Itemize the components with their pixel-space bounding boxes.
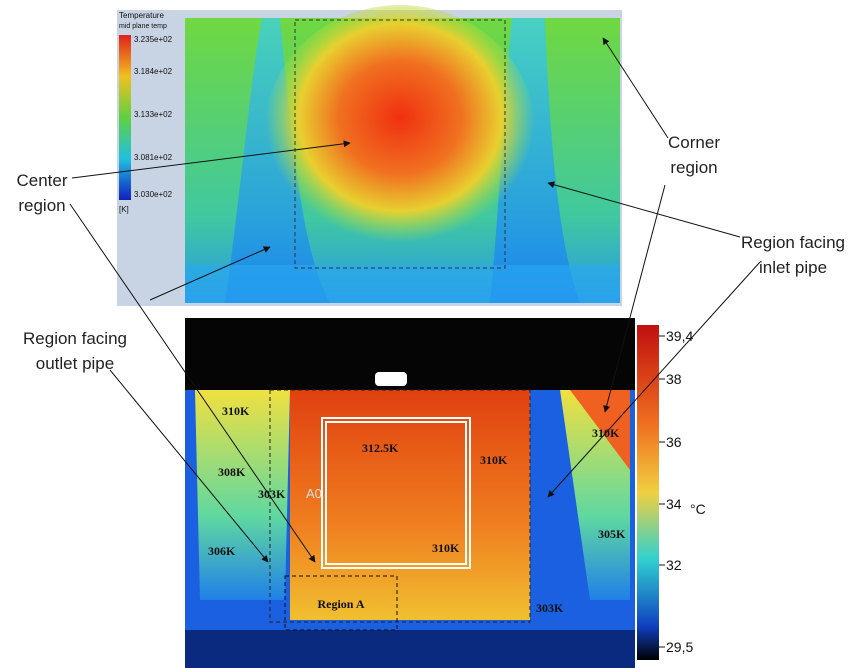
scale-label: 34 xyxy=(666,496,682,512)
legend-tick: 3.081e+02 xyxy=(134,153,173,162)
thermal-colorbar xyxy=(637,325,659,660)
legend-tick: 3.133e+02 xyxy=(134,110,173,119)
legend-tick: 3.184e+02 xyxy=(134,67,173,76)
scale-label: 29,5 xyxy=(666,639,693,655)
temp-label: 310K xyxy=(480,453,508,467)
legend-unit: [K] xyxy=(119,205,129,214)
temp-label: 306K xyxy=(208,544,236,558)
highlight xyxy=(375,372,407,386)
annotation: region xyxy=(670,158,717,177)
figure: Temperature mid plane temp [K] Region A … xyxy=(0,0,863,668)
legend-tick: 3.030e+02 xyxy=(134,190,173,199)
temp-label: 310K xyxy=(592,426,620,440)
legend-subtitle: mid plane temp xyxy=(119,23,167,30)
scale-unit: °C xyxy=(690,501,706,517)
cfd-colorbar xyxy=(119,35,131,200)
marker: A0 xyxy=(306,486,322,501)
cold-bottom xyxy=(185,265,620,303)
temp-label: 305K xyxy=(598,527,626,541)
annotation: Corner xyxy=(668,133,720,152)
annotation: Center xyxy=(16,171,67,190)
scale-label: 38 xyxy=(666,371,682,387)
annotation: inlet pipe xyxy=(759,258,827,277)
annotation: Region facing xyxy=(23,329,127,348)
scale-label: 36 xyxy=(666,434,682,450)
annotation: outlet pipe xyxy=(36,354,114,373)
scale-label: 39,4 xyxy=(666,328,693,344)
temp-label: 310K xyxy=(222,404,250,418)
temp-label: 303K xyxy=(536,601,564,615)
scale-label: 32 xyxy=(666,557,682,573)
hot-zone xyxy=(265,5,535,255)
temp-label: 303K xyxy=(258,487,286,501)
dark-top xyxy=(185,318,635,390)
temp-label: 312.5K xyxy=(362,441,399,455)
temp-label: 308K xyxy=(218,465,246,479)
legend-title: Temperature xyxy=(119,11,164,20)
dark-bottom xyxy=(185,630,635,668)
region-a-label: Region A xyxy=(317,597,364,611)
temp-label: 310K xyxy=(432,541,460,555)
annotation: Region facing xyxy=(741,233,845,252)
legend-tick: 3.235e+02 xyxy=(134,35,173,44)
annotation: region xyxy=(18,196,65,215)
